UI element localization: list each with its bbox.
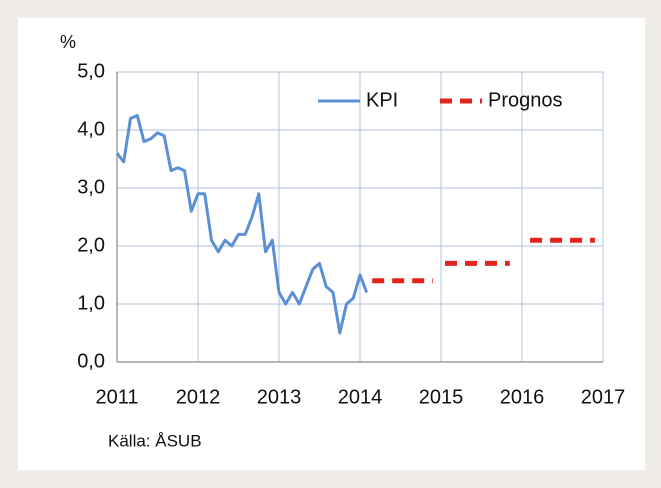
y-tick-label: 4,0	[77, 118, 105, 140]
panel	[18, 18, 645, 470]
legend-label: Prognos	[488, 89, 563, 111]
y-tick-label: 2,0	[77, 234, 105, 256]
series-line	[115, 114, 369, 335]
x-tick-label: 2012	[176, 386, 221, 408]
x-tick-label: 2015	[419, 386, 464, 408]
y-tick-label: 0,0	[77, 350, 105, 372]
x-tick-label: 2016	[500, 386, 545, 408]
x-tick-label: 2011	[95, 386, 138, 408]
x-tick-label: 2017	[581, 386, 626, 408]
y-tick-label: 5,0	[77, 60, 105, 82]
legend-label: KPI	[366, 89, 398, 111]
y-tick-label: 1,0	[77, 292, 105, 314]
y-axis-label: %	[60, 32, 76, 52]
source-note: Källa: ÅSUB	[108, 431, 202, 450]
series-line	[372, 237, 595, 284]
x-tick-label: 2013	[257, 386, 302, 408]
x-tick-label: 2014	[338, 386, 383, 408]
y-tick-label: 3,0	[77, 176, 105, 198]
